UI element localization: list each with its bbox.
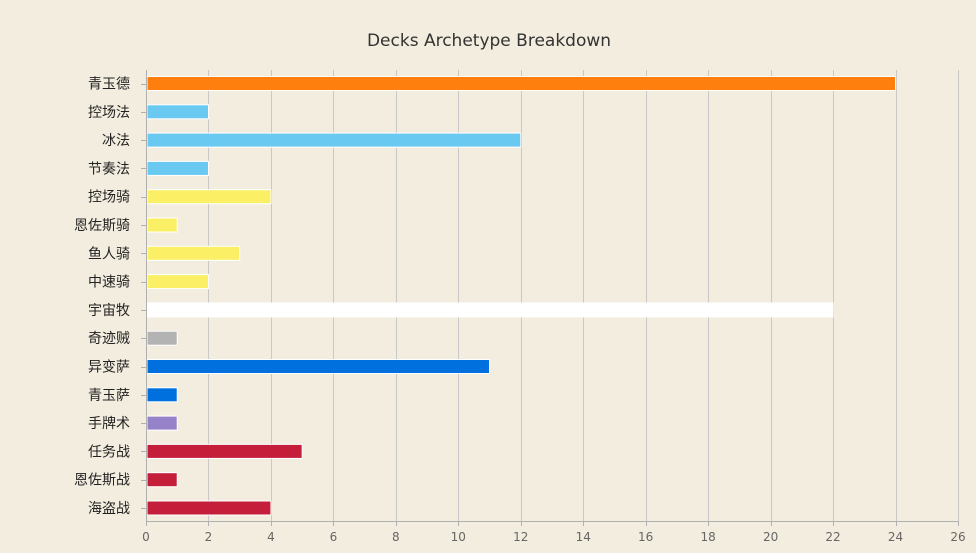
category-label: 节奏法 <box>88 161 130 177</box>
x-tick-label: 16 <box>638 530 653 544</box>
category-label: 控场法 <box>88 105 130 121</box>
category-label: 手牌术 <box>88 415 130 432</box>
x-tick-label: 24 <box>888 530 903 544</box>
x-tick-label: 4 <box>267 530 275 544</box>
chart-title: Decks Archetype Breakdown <box>367 31 611 51</box>
x-tick-label: 8 <box>392 530 400 544</box>
x-tick-label: 20 <box>763 530 778 544</box>
bar <box>146 302 834 318</box>
x-tick-label: 6 <box>330 530 338 544</box>
category-label: 冰法 <box>102 133 130 149</box>
category-label: 青玉萨 <box>88 388 130 404</box>
x-tick-label: 18 <box>701 530 716 544</box>
category-label: 异变萨 <box>88 360 130 376</box>
bar <box>146 443 303 459</box>
x-tick-label: 10 <box>451 530 466 544</box>
bar <box>146 160 209 176</box>
bar <box>146 104 209 120</box>
x-tick-labels: 0 2 4 6 8 10 12 14 16 18 20 22 24 26 <box>142 530 965 544</box>
category-label: 控场骑 <box>88 190 130 206</box>
x-tick-label: 0 <box>142 530 150 544</box>
bar <box>146 132 522 148</box>
category-label: 奇迹贼 <box>88 330 130 347</box>
bar <box>146 500 272 516</box>
bar <box>146 330 178 346</box>
bar <box>146 274 209 290</box>
bar <box>146 217 178 233</box>
bar <box>146 472 178 488</box>
category-label: 宇宙牧 <box>88 303 130 319</box>
bar <box>146 415 178 431</box>
bar <box>146 359 491 374</box>
x-tick-label: 14 <box>576 530 591 544</box>
category-label: 海盗战 <box>88 501 130 517</box>
category-labels: 青玉德控场法冰法节奏法控场骑恩佐斯骑鱼人骑中速骑宇宙牧奇迹贼异变萨青玉萨手牌术任… <box>74 77 130 518</box>
bar <box>146 245 241 261</box>
axes <box>141 70 959 526</box>
bar <box>146 387 178 403</box>
category-label: 鱼人骑 <box>88 245 130 262</box>
bar <box>146 76 897 91</box>
x-tick-label: 22 <box>825 530 840 544</box>
x-tick-label: 26 <box>950 530 965 544</box>
category-label: 恩佐斯骑 <box>74 218 130 234</box>
bar <box>146 189 272 205</box>
category-label: 青玉德 <box>88 77 130 93</box>
x-tick-label: 12 <box>513 530 528 544</box>
x-tick-label: 2 <box>205 530 213 544</box>
category-label: 恩佐斯战 <box>74 473 130 489</box>
category-label: 中速骑 <box>88 275 130 291</box>
category-label: 任务战 <box>88 444 130 460</box>
